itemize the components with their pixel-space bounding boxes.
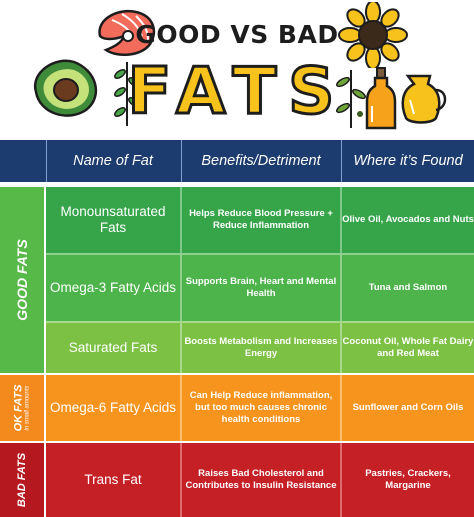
infographic-header: GOOD VS BAD FATS bbox=[0, 0, 474, 138]
fat-source: Coconut Oil, Whole Fat Dairy and Red Mea… bbox=[342, 336, 474, 359]
oil-bottle-icon bbox=[365, 67, 397, 130]
fat-name: Saturated Fats bbox=[68, 340, 158, 355]
infographic-title-main: FATS bbox=[126, 54, 347, 131]
table-row: Monounsaturated Fats Helps Reduce Blood … bbox=[46, 187, 474, 253]
avocado-icon bbox=[33, 59, 98, 117]
table-row: Trans Fat Raises Bad Cholesterol and Con… bbox=[46, 443, 474, 517]
infographic-title-top: GOOD VS BAD bbox=[135, 20, 339, 49]
herb-sprig-icon bbox=[114, 62, 140, 126]
fat-name: Omega-3 Fatty Acids bbox=[49, 280, 177, 295]
fat-benefit: Supports Brain, Heart and Mental Health bbox=[185, 276, 337, 299]
table-row: Omega-3 Fatty Acids Supports Brain, Hear… bbox=[46, 255, 474, 321]
group-band-ok: OK FATS in small amounts bbox=[0, 375, 44, 441]
table-row: Omega-6 Fatty Acids Can Help Reduce infl… bbox=[46, 375, 474, 441]
group-sublabel-ok: in small amounts bbox=[24, 385, 31, 431]
column-header-name: Name of Fat bbox=[73, 153, 153, 169]
group-label-good: GOOD FATS bbox=[14, 239, 30, 321]
table-header: Name of Fat Benefits/Detriment Where it’… bbox=[0, 140, 474, 182]
fat-source: Tuna and Salmon bbox=[368, 282, 448, 293]
oil-jug-icon bbox=[401, 74, 447, 124]
fat-name: Monounsaturated Fats bbox=[60, 204, 166, 235]
group-band-good: GOOD FATS bbox=[0, 187, 44, 373]
olive-branch-icon bbox=[336, 70, 366, 128]
fat-name: Omega-6 Fatty Acids bbox=[49, 400, 177, 415]
fat-benefit: Can Help Reduce inflammation, but too mu… bbox=[189, 390, 333, 425]
group-band-bad: BAD FATS bbox=[0, 443, 44, 517]
fat-benefit: Helps Reduce Blood Pressure + Reduce Inf… bbox=[189, 208, 333, 231]
fats-table: Name of Fat Benefits/Detriment Where it’… bbox=[0, 140, 474, 517]
salmon-steak-icon bbox=[98, 9, 156, 57]
fat-benefit: Boosts Metabolism and Increases Energy bbox=[184, 336, 338, 359]
fat-source: Sunflower and Corn Oils bbox=[352, 402, 464, 413]
fat-benefit: Raises Bad Cholesterol and Contributes t… bbox=[185, 468, 337, 491]
table-row: Saturated Fats Boosts Metabolism and Inc… bbox=[46, 323, 474, 373]
sunflower-icon bbox=[338, 2, 408, 68]
group-label-bad: BAD FATS bbox=[16, 452, 28, 508]
column-header-where: Where it’s Found bbox=[353, 153, 463, 169]
group-label-ok: OK FATS bbox=[12, 384, 25, 432]
fat-source: Pastries, Crackers, Margarine bbox=[365, 468, 451, 491]
column-header-benefits: Benefits/Detriment bbox=[201, 153, 321, 169]
fat-name: Trans Fat bbox=[84, 472, 142, 487]
fat-source: Olive Oil, Avocados and Nuts bbox=[342, 214, 474, 225]
